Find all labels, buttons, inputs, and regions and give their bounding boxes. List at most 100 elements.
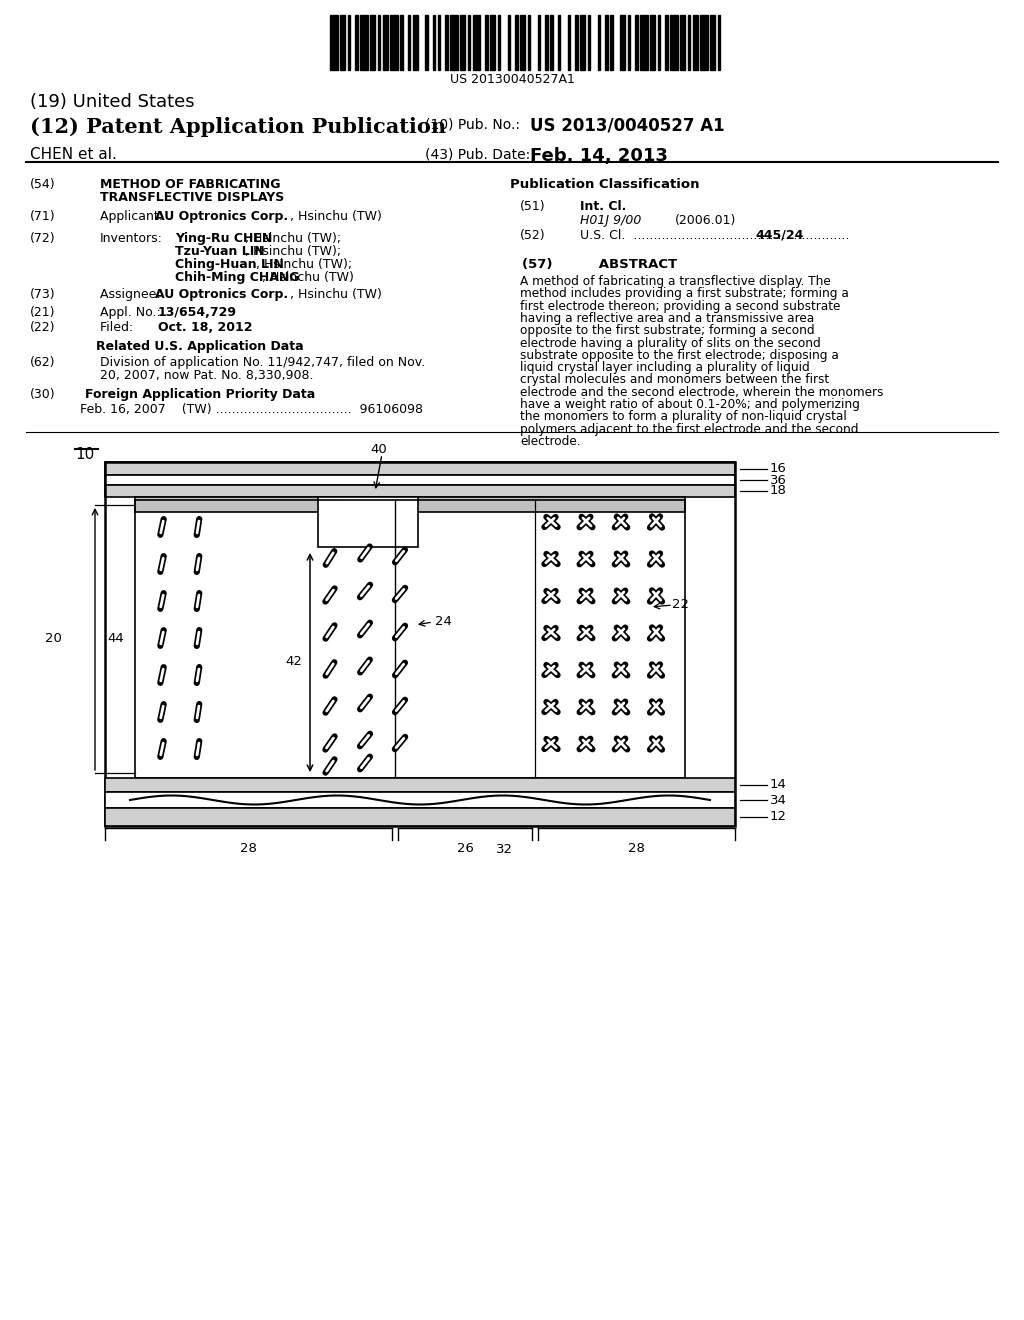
Bar <box>105 792 735 808</box>
Text: Appl. No.:: Appl. No.: <box>100 306 165 319</box>
Text: crystal molecules and monomers between the first: crystal molecules and monomers between t… <box>520 374 829 387</box>
Bar <box>650 15 655 70</box>
Bar <box>450 15 458 70</box>
Text: , Hsinchu (TW);: , Hsinchu (TW); <box>256 257 352 271</box>
Bar <box>700 15 708 70</box>
Bar <box>710 15 715 70</box>
Text: 13/654,729: 13/654,729 <box>158 306 237 319</box>
Text: Feb. 14, 2013: Feb. 14, 2013 <box>530 147 668 165</box>
Bar <box>318 498 418 546</box>
Bar <box>628 15 630 70</box>
Text: (43) Pub. Date:: (43) Pub. Date: <box>425 147 530 161</box>
Text: , Hsinchu (TW): , Hsinchu (TW) <box>290 210 382 223</box>
Text: 36: 36 <box>770 474 786 487</box>
Bar <box>620 15 625 70</box>
Bar <box>498 15 500 70</box>
Bar <box>105 462 735 826</box>
Bar <box>370 15 375 70</box>
Text: Ching-Huan LIN: Ching-Huan LIN <box>175 257 284 271</box>
Bar <box>718 15 720 70</box>
Text: having a reflective area and a transmissive area: having a reflective area and a transmiss… <box>520 312 814 325</box>
Text: (2006.01): (2006.01) <box>675 214 736 227</box>
Bar <box>575 15 578 70</box>
Bar <box>538 15 540 70</box>
Text: AU Optronics Corp.: AU Optronics Corp. <box>155 210 288 223</box>
Text: TRANSFLECTIVE DISPLAYS: TRANSFLECTIVE DISPLAYS <box>100 191 285 205</box>
Text: Assignee:: Assignee: <box>100 288 165 301</box>
Text: U.S. Cl.  ......................................................: U.S. Cl. ...............................… <box>580 228 857 242</box>
Bar <box>567 15 570 70</box>
Text: 16: 16 <box>770 462 786 475</box>
Bar <box>657 15 660 70</box>
Text: Chih-Ming CHANG: Chih-Ming CHANG <box>175 271 299 284</box>
Text: 42: 42 <box>285 655 302 668</box>
Text: (62): (62) <box>30 356 55 370</box>
Text: 445/24: 445/24 <box>755 228 804 242</box>
Text: 20: 20 <box>45 632 62 645</box>
Text: (54): (54) <box>30 178 55 191</box>
Text: 34: 34 <box>770 793 786 807</box>
Bar <box>432 15 435 70</box>
Bar <box>680 15 685 70</box>
Bar <box>687 15 690 70</box>
Text: method includes providing a first substrate; forming a: method includes providing a first substr… <box>520 288 849 300</box>
Text: electrode.: electrode. <box>520 434 581 447</box>
Text: Tzu-Yuan LIN: Tzu-Yuan LIN <box>175 246 264 257</box>
Bar <box>413 15 418 70</box>
Text: (52): (52) <box>520 228 546 242</box>
Text: the monomers to form a plurality of non-liquid crystal: the monomers to form a plurality of non-… <box>520 411 847 424</box>
Bar <box>347 15 350 70</box>
Bar <box>105 462 735 475</box>
Text: Related U.S. Application Data: Related U.S. Application Data <box>96 341 304 352</box>
Bar <box>550 15 553 70</box>
Text: 18: 18 <box>770 484 786 498</box>
Bar <box>692 15 697 70</box>
Text: substrate opposite to the first electrode; disposing a: substrate opposite to the first electrod… <box>520 348 839 362</box>
Text: , Hsinchu (TW);: , Hsinchu (TW); <box>245 246 341 257</box>
Bar <box>588 15 590 70</box>
Text: 40: 40 <box>370 444 387 455</box>
Bar <box>640 15 647 70</box>
Text: (72): (72) <box>30 232 55 246</box>
Text: 24: 24 <box>435 615 452 628</box>
Text: first electrode thereon; providing a second substrate: first electrode thereon; providing a sec… <box>520 300 841 313</box>
Text: , Hsinchu (TW);: , Hsinchu (TW); <box>245 232 341 246</box>
Bar <box>610 15 612 70</box>
Bar <box>485 15 487 70</box>
Text: , Hsinchu (TW): , Hsinchu (TW) <box>262 271 354 284</box>
Text: US 2013/0040527 A1: US 2013/0040527 A1 <box>530 117 725 135</box>
Text: liquid crystal layer including a plurality of liquid: liquid crystal layer including a plurali… <box>520 362 810 374</box>
Text: Division of application No. 11/942,747, filed on Nov.: Division of application No. 11/942,747, … <box>100 356 425 370</box>
Text: 14: 14 <box>770 779 786 792</box>
Bar <box>520 15 525 70</box>
Bar <box>105 777 735 792</box>
Text: 44: 44 <box>106 632 124 645</box>
Bar <box>515 15 517 70</box>
Text: METHOD OF FABRICATING: METHOD OF FABRICATING <box>100 178 281 191</box>
Bar <box>670 15 678 70</box>
Text: Filed:: Filed: <box>100 321 165 334</box>
Text: H01J 9/00: H01J 9/00 <box>580 214 641 227</box>
Bar <box>330 15 338 70</box>
Bar <box>508 15 510 70</box>
Text: AU Optronics Corp.: AU Optronics Corp. <box>155 288 288 301</box>
Text: 22: 22 <box>672 598 689 611</box>
Bar <box>580 15 585 70</box>
Bar <box>472 15 480 70</box>
Text: Publication Classification: Publication Classification <box>510 178 699 191</box>
Bar <box>340 15 345 70</box>
Text: US 20130040527A1: US 20130040527A1 <box>450 73 574 86</box>
Text: Int. Cl.: Int. Cl. <box>580 201 627 213</box>
Bar <box>635 15 638 70</box>
Bar <box>425 15 427 70</box>
Text: Foreign Application Priority Data: Foreign Application Priority Data <box>85 388 315 401</box>
Bar <box>360 15 368 70</box>
Text: (19) United States: (19) United States <box>30 92 195 111</box>
Text: Feb. 16, 2007    (TW) ..................................  96106098: Feb. 16, 2007 (TW) .....................… <box>80 403 423 416</box>
Bar <box>597 15 600 70</box>
Text: electrode having a plurality of slits on the second: electrode having a plurality of slits on… <box>520 337 821 350</box>
Text: (12) Patent Application Publication: (12) Patent Application Publication <box>30 117 446 137</box>
Text: 32: 32 <box>496 843 512 855</box>
Text: (21): (21) <box>30 306 55 319</box>
Text: 20, 2007, now Pat. No. 8,330,908.: 20, 2007, now Pat. No. 8,330,908. <box>100 370 313 381</box>
